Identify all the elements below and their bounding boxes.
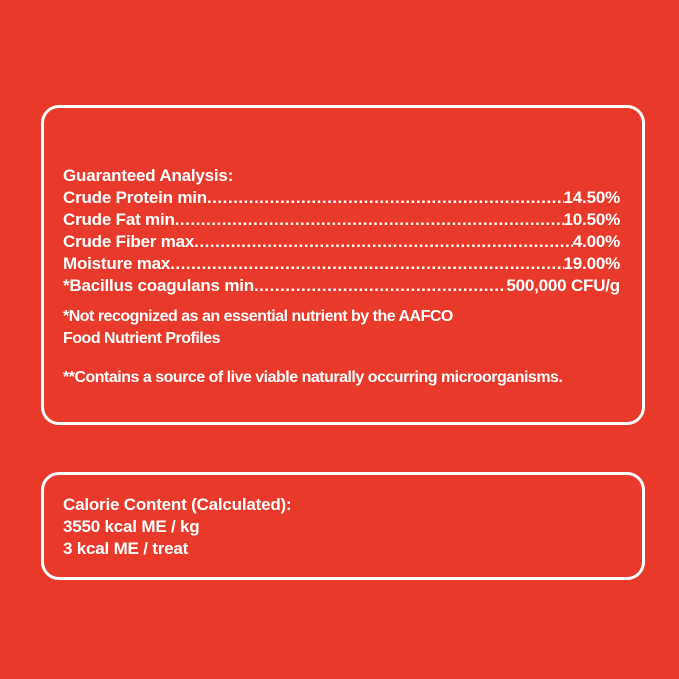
analysis-value: 14.50% bbox=[563, 188, 621, 207]
analysis-value: 19.00% bbox=[563, 254, 621, 273]
aafco-disclaimer-note: *Not recognized as an essential nutrient… bbox=[63, 306, 620, 350]
dotted-leader: ........................................… bbox=[194, 232, 573, 251]
analysis-value: 10.50% bbox=[563, 210, 621, 229]
analysis-label: Crude Fat min bbox=[63, 210, 175, 229]
analysis-label: *Bacillus coagulans min bbox=[63, 276, 254, 295]
microorganisms-note: **Contains a source of live viable natur… bbox=[63, 367, 620, 389]
guaranteed-analysis-panel: Guaranteed Analysis: Crude Protein min .… bbox=[41, 105, 645, 425]
note-line: Food Nutrient Profiles bbox=[63, 330, 221, 347]
dotted-leader: ........................................… bbox=[170, 254, 563, 273]
calorie-line-per-treat: 3 kcal ME / treat bbox=[63, 539, 189, 558]
analysis-row-crude-fat: Crude Fat min ..........................… bbox=[63, 209, 620, 231]
analysis-label: Crude Fiber max bbox=[63, 232, 195, 251]
analysis-value: 500,000 CFU/g bbox=[506, 276, 620, 295]
analysis-row-crude-fiber: Crude Fiber max ........................… bbox=[63, 231, 620, 253]
analysis-value: 4.00% bbox=[572, 232, 620, 251]
analysis-row-moisture: Moisture max ...........................… bbox=[63, 253, 620, 275]
note-line: *Not recognized as an essential nutrient… bbox=[63, 308, 453, 325]
calorie-line-per-kg: 3550 kcal ME / kg bbox=[63, 517, 200, 536]
dotted-leader: ........................................… bbox=[174, 210, 564, 229]
analysis-label: Moisture max bbox=[63, 254, 171, 273]
dotted-leader: ........................................… bbox=[206, 188, 564, 207]
dotted-leader: ........................................… bbox=[253, 276, 507, 295]
guaranteed-analysis-title: Guaranteed Analysis: bbox=[63, 166, 234, 185]
analysis-label: Crude Protein min bbox=[63, 188, 207, 207]
note-line: **Contains a source of live viable natur… bbox=[63, 369, 563, 386]
calorie-content-panel: Calorie Content (Calculated): 3550 kcal … bbox=[41, 472, 645, 580]
analysis-row-crude-protein: Crude Protein min ......................… bbox=[63, 187, 620, 209]
analysis-row-bacillus-coagulans: *Bacillus coagulans min ................… bbox=[63, 275, 620, 297]
calorie-content-title: Calorie Content (Calculated): bbox=[63, 495, 292, 514]
